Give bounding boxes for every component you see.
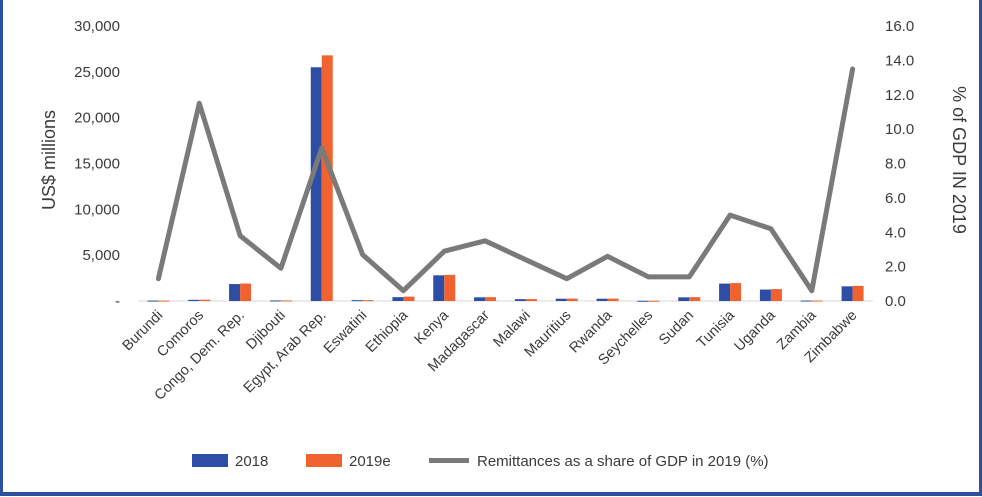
bar-2019e [199, 299, 211, 301]
y-tick-label: 15,000 [74, 156, 120, 173]
bar-2019e [444, 274, 456, 301]
series-line-share-gdp [155, 66, 856, 294]
bar-2019e [525, 299, 537, 301]
bar-2019e [403, 296, 415, 301]
bar-2018 [514, 299, 526, 301]
bar-2019e [811, 300, 823, 302]
bar-2019e [607, 298, 619, 301]
bar-2018 [188, 299, 200, 301]
y2-tick-label: 4.0 [885, 224, 906, 241]
bar-2018 [147, 300, 159, 302]
bar-2019e [158, 300, 170, 302]
y2-tick-label: 0.0 [885, 293, 906, 310]
bar-2018 [474, 297, 486, 301]
bar-2019e [485, 297, 497, 301]
bar-2019e [566, 298, 578, 301]
y-axis-title: US$ millions [39, 110, 59, 210]
bar-2019e [280, 300, 292, 302]
bar-2019e [689, 297, 701, 301]
bar-2018 [596, 298, 608, 301]
y2-tick-label: 16.0 [885, 18, 914, 35]
remittances-chart: - 5,000 10,000 15,000 20,000 25,000 30,000 0.0… [39, 18, 969, 470]
bar-2019e [240, 283, 252, 301]
legend-swatch-2019e [306, 454, 342, 467]
category-label: Uganda [732, 307, 780, 355]
bar-2019e [852, 285, 864, 301]
bar-2018 [841, 286, 853, 301]
bar-2018 [392, 297, 404, 301]
legend-label-share: Remittances as a share of GDP in 2019 (%… [477, 453, 769, 470]
bar-2018 [269, 300, 281, 302]
bar-2019e [648, 300, 660, 302]
y-tick-label: 10,000 [74, 201, 120, 218]
legend-label-2018: 2018 [235, 453, 268, 470]
y-tick-label: - [115, 293, 120, 310]
right-axis-ticks: 0.0 2.0 4.0 6.0 8.0 10.0 12.0 14.0 16.0 [885, 18, 914, 310]
legend: 2018 2019e Remittances as a share of GDP… [192, 453, 769, 470]
y-tick-label: 20,000 [74, 110, 120, 127]
bars-group [147, 55, 864, 302]
bar-2018 [800, 300, 812, 302]
y-tick-label: 30,000 [74, 18, 120, 35]
category-label: Sudan [656, 308, 697, 349]
bar-2019e [730, 283, 742, 301]
bar-2019e [362, 300, 374, 302]
y-tick-label: 5,000 [82, 247, 120, 264]
bar-2018 [433, 275, 445, 301]
bar-2019e [321, 55, 333, 302]
category-label: Ethiopia [363, 307, 412, 356]
left-axis-ticks: - 5,000 10,000 15,000 20,000 25,000 30,000 [74, 18, 120, 310]
category-label: Eswatini [321, 308, 370, 357]
y2-axis-title: % of GDP IN 2019 [949, 86, 969, 234]
bar-2018 [719, 283, 731, 301]
y2-tick-label: 8.0 [885, 156, 906, 173]
bar-2018 [759, 289, 771, 301]
y2-tick-label: 14.0 [885, 52, 914, 69]
bar-2018 [678, 297, 690, 301]
y-tick-label: 25,000 [74, 64, 120, 81]
y2-tick-label: 6.0 [885, 190, 906, 207]
bar-2018 [555, 298, 567, 301]
y2-tick-label: 2.0 [885, 259, 906, 276]
bar-2018 [351, 300, 363, 302]
bar-2019e [770, 289, 782, 301]
bar-2018 [310, 67, 322, 301]
bar-2018 [637, 300, 649, 302]
legend-label-2019e: 2019e [349, 453, 391, 470]
y2-tick-label: 12.0 [885, 87, 914, 104]
bar-2018 [229, 284, 241, 301]
legend-swatch-2018 [192, 454, 228, 467]
y2-tick-label: 10.0 [885, 121, 914, 138]
